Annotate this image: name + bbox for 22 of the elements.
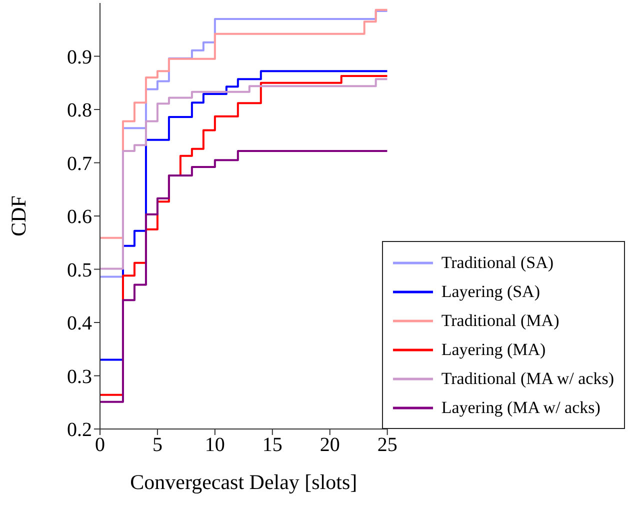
x-tick-label: 5 (152, 434, 162, 456)
y-tick-label: 0.4 (67, 312, 92, 335)
y-tick-label: 0.7 (67, 152, 92, 175)
y-tick-label: 0.8 (67, 100, 92, 122)
x-tick-label: 20 (320, 434, 340, 456)
legend-label: Traditional (MA w/ acks) (441, 368, 614, 388)
x-tick-label: 25 (377, 434, 398, 456)
x-tick-label: 10 (204, 434, 225, 456)
legend-label: Traditional (SA) (441, 252, 554, 272)
y-tick-label: 0.5 (67, 259, 92, 282)
y-tick-label: 0.3 (67, 366, 92, 388)
x-tick-label: 15 (262, 434, 282, 456)
y-tick-label: 0.6 (67, 206, 92, 228)
legend-label: Layering (MA w/ acks) (441, 398, 600, 418)
x-axis-title: Convergecast Delay [slots] (130, 470, 358, 494)
y-tick-label: 0.2 (67, 419, 92, 442)
legend-label: Layering (SA) (441, 282, 540, 302)
x-tick-label: 0 (95, 434, 105, 456)
y-tick-label: 0.9 (67, 46, 92, 68)
y-axis-title: CDF (6, 196, 30, 236)
legend-label: Traditional (MA) (441, 310, 560, 330)
legend-label: Layering (MA) (441, 340, 546, 360)
